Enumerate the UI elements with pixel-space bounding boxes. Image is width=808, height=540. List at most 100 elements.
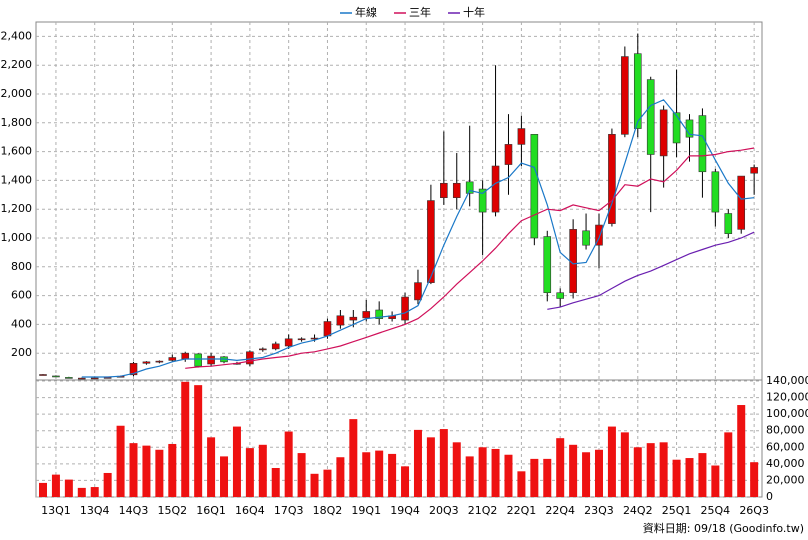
legend-label: 十年 [463, 5, 485, 19]
candle-body [440, 182, 448, 198]
candle-body [207, 355, 215, 365]
candle-body [621, 56, 629, 135]
volume-bar [336, 457, 345, 497]
candle-body [517, 128, 526, 145]
volume-tick-label: 140,000 [766, 374, 808, 387]
volume-bar [245, 448, 254, 497]
x-tick-label: 13Q4 [80, 504, 110, 517]
volume-bar [194, 385, 203, 497]
moving-average-line [185, 147, 755, 369]
candle-body [336, 315, 345, 326]
volume-bar [556, 438, 565, 497]
candle-body [750, 167, 758, 174]
volume-bar [207, 437, 216, 497]
candle-body [194, 353, 202, 367]
candle-body [504, 144, 513, 165]
volume-bar [362, 452, 371, 497]
price-tick-label: 2,200 [1, 58, 33, 71]
volume-bar [491, 448, 500, 497]
source-note: 資料日期: 09/18 (Goodinfo.tw) [643, 521, 804, 535]
candle-body [375, 309, 383, 319]
volume-bar [530, 458, 539, 497]
volume-bar [569, 444, 578, 497]
volume-tick-label: 60,000 [766, 440, 805, 453]
price-tick-label: 2,400 [1, 29, 33, 42]
volume-bar [517, 471, 526, 497]
volume-tick-label: 40,000 [766, 457, 805, 470]
volume-bar [659, 442, 668, 497]
x-tick-label: 22Q4 [545, 504, 575, 517]
price-tick-label: 400 [11, 317, 32, 330]
volume-bar [323, 469, 332, 497]
candle-body [633, 53, 642, 129]
candle-body [427, 200, 435, 283]
volume-bar [594, 449, 603, 497]
candle-body [259, 348, 267, 351]
x-tick-label: 16Q4 [235, 504, 265, 517]
volume-bar [388, 453, 397, 497]
volume-tick-label: 0 [766, 490, 773, 503]
candle-body [155, 360, 164, 363]
x-tick-label: 20Q3 [429, 504, 459, 517]
moving-average-line [81, 99, 755, 378]
volume-bar [478, 447, 487, 497]
candle-body [452, 182, 461, 198]
candle-body [246, 351, 254, 365]
candle-body [65, 377, 73, 379]
volume-bar [711, 465, 720, 497]
x-tick-label: 14Q3 [119, 504, 149, 517]
x-tick-label: 25Q4 [701, 504, 731, 517]
candle-body [465, 181, 474, 194]
volume-bar [297, 453, 306, 497]
x-tick-label: 19Q4 [390, 504, 420, 517]
candle-body [737, 175, 746, 230]
x-tick-label: 15Q2 [157, 504, 187, 517]
volume-bar [103, 472, 112, 497]
volume-bar [685, 458, 694, 497]
volume-bar [737, 405, 746, 497]
volume-bar [543, 458, 552, 497]
volume-bar [310, 473, 319, 497]
volume-bar [258, 444, 267, 497]
volume-bar [401, 466, 410, 497]
volume-bar [155, 449, 164, 497]
candle-body [595, 224, 603, 246]
volume-bar [90, 487, 99, 497]
x-tick-label: 13Q1 [41, 504, 71, 517]
price-tick-label: 1,400 [1, 173, 33, 186]
candle-body [297, 338, 306, 341]
candle-body [181, 352, 190, 360]
x-tick-label: 18Q2 [313, 504, 343, 517]
candle-body [414, 282, 422, 301]
candle-body [530, 134, 539, 239]
candle-body [582, 230, 590, 246]
price-tick-label: 800 [11, 260, 32, 273]
legend-label: 年線 [355, 5, 377, 19]
price-tick-label: 2,000 [1, 87, 33, 100]
volume-bar [646, 443, 655, 497]
candle-body [52, 375, 60, 378]
volume-bar [724, 432, 733, 497]
x-tick-label: 21Q2 [468, 504, 498, 517]
candle-body [401, 296, 409, 321]
candle-body [543, 236, 552, 294]
volume-bar [452, 442, 461, 497]
volume-bar [77, 487, 86, 497]
candle-body [478, 188, 487, 213]
volume-bar [698, 453, 707, 497]
volume-bar [39, 482, 47, 497]
x-tick-label: 22Q1 [507, 504, 537, 517]
candle-body [491, 165, 500, 213]
price-tick-label: 1,800 [1, 116, 33, 129]
price-tick-label: 1,600 [1, 145, 33, 158]
volume-bar [129, 443, 138, 497]
x-tick-label: 24Q2 [623, 504, 653, 517]
candle-body [77, 377, 86, 380]
candle-body [90, 377, 99, 380]
candle-body [698, 115, 707, 173]
candle-body [39, 374, 47, 376]
volume-bar [413, 429, 422, 497]
candle-body [556, 292, 565, 299]
x-tick-label: 17Q3 [274, 504, 304, 517]
